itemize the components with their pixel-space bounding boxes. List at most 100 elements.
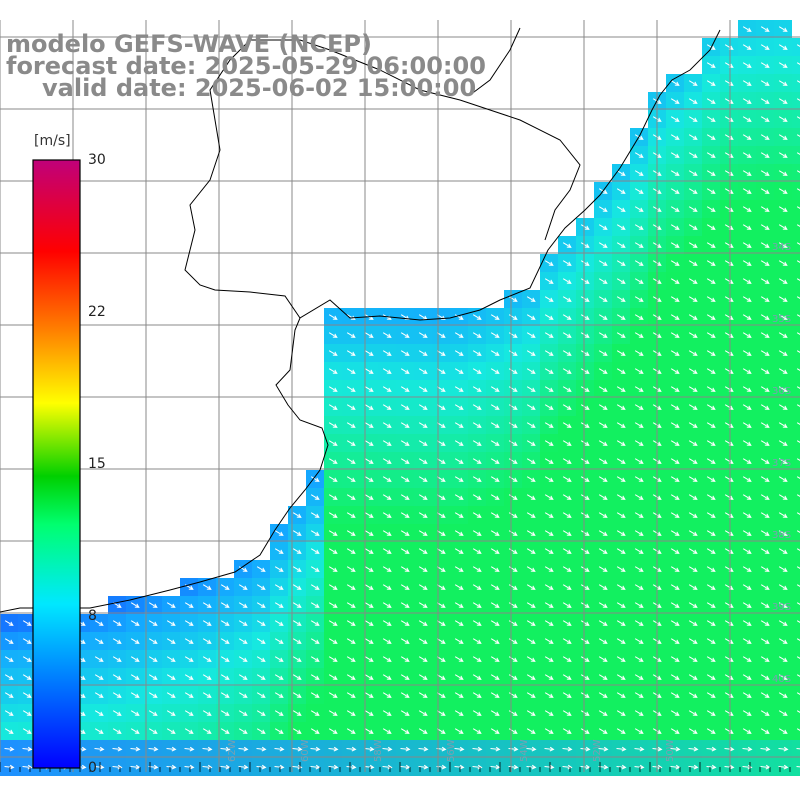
wind-cell: [792, 614, 800, 632]
wind-arrow: [274, 746, 285, 752]
wind-arrow: [454, 530, 464, 536]
wind-arrow: [166, 692, 176, 698]
wind-arrow: [544, 692, 554, 698]
wind-arrow: [778, 476, 788, 482]
wind-arrow: [112, 656, 122, 662]
wind-arrow: [634, 710, 644, 716]
wind-arrow: [778, 188, 788, 194]
wind-arrow: [346, 566, 356, 572]
wind-arrow: [688, 512, 698, 518]
wind-arrow: [706, 296, 716, 302]
wind-arrow: [580, 710, 590, 716]
wind-arrow: [472, 728, 482, 734]
wind-arrow: [220, 746, 231, 752]
wind-arrow: [364, 656, 374, 662]
wind-arrow: [292, 656, 302, 662]
wind-arrow: [400, 386, 410, 392]
wind-arrow: [796, 728, 800, 731]
wind-arrow: [562, 674, 572, 680]
wind-arrow: [454, 512, 464, 518]
wind-arrow: [634, 674, 644, 680]
wind-arrow: [742, 674, 752, 680]
wind-arrow: [778, 350, 788, 356]
wind-arrow: [616, 530, 626, 536]
wind-arrow: [526, 656, 536, 662]
wind-arrow: [760, 80, 770, 86]
wind-arrow: [346, 530, 356, 536]
wind-arrow: [526, 296, 536, 302]
wind-arrow: [616, 170, 626, 176]
wind-arrow: [4, 710, 14, 716]
colorbar-tick-0: 0: [88, 760, 97, 776]
wind-arrow: [778, 260, 788, 266]
wind-arrow: [778, 674, 788, 680]
wind-arrow: [202, 656, 212, 662]
longitude-label: 56W: [446, 739, 457, 762]
wind-arrow: [796, 314, 800, 317]
river-plate-north-coast: [184, 39, 581, 319]
longitude-label: 52W: [592, 739, 603, 762]
wind-arrow: [742, 656, 752, 662]
wind-arrow: [490, 620, 500, 626]
wind-arrow: [310, 638, 320, 644]
wind-arrow: [598, 314, 608, 320]
wind-arrow: [634, 530, 644, 536]
wind-arrow: [778, 224, 788, 230]
wind-arrow: [472, 458, 482, 464]
wind-arrow: [706, 530, 716, 536]
wind-arrow: [616, 584, 626, 590]
wind-arrow: [742, 728, 752, 734]
wind-arrow: [292, 710, 302, 716]
wind-arrow: [760, 674, 770, 680]
wind-arrow: [706, 512, 716, 518]
wind-cell: [792, 650, 800, 668]
wind-arrow: [742, 134, 752, 140]
wind-arrow: [292, 602, 302, 608]
wind-arrow: [580, 314, 590, 320]
wind-arrow: [526, 332, 536, 338]
wind-arrow: [634, 296, 644, 302]
wind-arrow: [688, 530, 698, 536]
wind-arrow: [328, 386, 338, 392]
wind-arrow: [760, 206, 770, 212]
longitude-label: 60W: [300, 739, 311, 762]
wind-arrow: [256, 746, 267, 752]
wind-arrow: [328, 404, 338, 410]
wind-arrow: [670, 206, 680, 212]
wind-cell: [792, 722, 800, 740]
wind-arrow: [778, 548, 788, 554]
wind-arrow: [742, 62, 752, 68]
wind-arrow: [742, 170, 752, 176]
wind-arrow: [472, 368, 482, 374]
wind-arrow: [688, 422, 698, 428]
wind-arrow: [616, 278, 626, 284]
wind-arrow: [562, 242, 572, 248]
wind-arrow: [760, 530, 770, 536]
wind-arrow: [526, 746, 537, 752]
wind-arrow: [670, 350, 680, 356]
wind-arrow: [706, 494, 716, 500]
wind-arrow: [292, 728, 302, 734]
wind-arrow: [598, 728, 608, 734]
wind-arrow: [238, 728, 248, 734]
wind-arrow: [580, 656, 590, 662]
wind-arrow: [778, 314, 788, 320]
wind-arrow: [706, 332, 716, 338]
wind-arrow: [490, 422, 500, 428]
wind-cell: [792, 740, 800, 758]
wind-arrow: [220, 728, 230, 734]
wind-arrow: [94, 674, 104, 680]
wind-arrow: [310, 620, 320, 626]
wind-arrow: [184, 602, 194, 608]
wind-arrow: [148, 746, 159, 752]
wind-arrow: [94, 728, 104, 734]
wind-arrow: [382, 638, 392, 644]
wind-arrow: [562, 458, 572, 464]
wind-arrow: [364, 620, 374, 626]
wind-arrow: [580, 260, 590, 266]
wind-arrow: [328, 494, 338, 500]
wind-arrow: [346, 728, 356, 734]
wind-arrow: [382, 350, 392, 356]
wind-arrow: [508, 404, 518, 410]
wind-arrow: [328, 692, 338, 698]
